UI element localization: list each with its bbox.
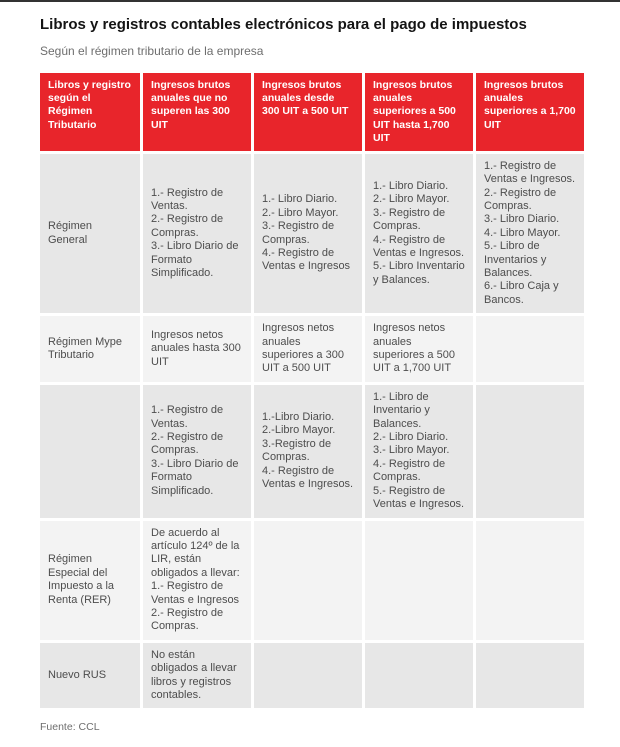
table-row-nuevo-rus: Nuevo RUS No están obligados a llevar li…	[40, 642, 584, 709]
table-cell: 1.- Registro de Ventas. 2.- Registro de …	[143, 384, 251, 518]
table-cell	[40, 384, 140, 518]
column-header-500-to-1700-uit: Ingresos brutos anuales superiores a 500…	[365, 73, 473, 151]
top-accent-bar	[0, 0, 620, 2]
table-cell: No están obligados a llevar libros y reg…	[143, 642, 251, 709]
column-header-regime: Libros y registro según el Régimen Tribu…	[40, 73, 140, 151]
table-row-regimen-mype-detail: 1.- Registro de Ventas. 2.- Registro de …	[40, 384, 584, 518]
table-header-row: Libros y registro según el Régimen Tribu…	[40, 73, 584, 151]
source-note: Fuente: CCL	[40, 721, 100, 734]
table-cell: Régimen Especial del Impuesto a la Renta…	[40, 520, 140, 640]
table-cell: Ingresos netos anuales superiores a 500 …	[365, 316, 473, 382]
table-row-regimen-rer: Régimen Especial del Impuesto a la Renta…	[40, 520, 584, 640]
column-header-300-to-500-uit: Ingresos brutos anuales desde 300 UIT a …	[254, 73, 362, 151]
table-cell	[365, 642, 473, 709]
table-cell	[254, 642, 362, 709]
tax-regimes-table: Libros y registro según el Régimen Tribu…	[37, 70, 587, 711]
table-row-regimen-general: Régimen General 1.- Registro de Ventas. …	[40, 153, 584, 314]
table-cell: De acuerdo al artículo 124º de la LIR, e…	[143, 520, 251, 640]
table-cell: 1.- Registro de Ventas e Ingresos. 2.- R…	[476, 153, 584, 314]
table-cell	[476, 384, 584, 518]
table-cell	[476, 642, 584, 709]
column-header-over-1700-uit: Ingresos brutos anuales superiores a 1,7…	[476, 73, 584, 151]
table-cell: Nuevo RUS	[40, 642, 140, 709]
table-cell	[254, 520, 362, 640]
table-cell: 1.- Libro Diario. 2.- Libro Mayor. 3.- R…	[365, 153, 473, 314]
column-header-up-to-300-uit: Ingresos brutos anuales que no superen l…	[143, 73, 251, 151]
table-cell	[476, 316, 584, 382]
page-title: Libros y registros contables electrónico…	[40, 16, 527, 33]
table-cell	[365, 520, 473, 640]
table-cell	[476, 520, 584, 640]
page-subtitle: Según el régimen tributario de la empres…	[40, 43, 264, 58]
table-cell: Régimen General	[40, 153, 140, 314]
table-row-regimen-mype: Régimen Mype Tributario Ingresos netos a…	[40, 316, 584, 382]
table-cell: 1.-Libro Diario. 2.-Libro Mayor. 3.-Regi…	[254, 384, 362, 518]
table-cell: 1.- Libro Diario. 2.- Libro Mayor. 3.- R…	[254, 153, 362, 314]
table-cell: Ingresos netos anuales superiores a 300 …	[254, 316, 362, 382]
table-cell: 1.- Registro de Ventas. 2.- Registro de …	[143, 153, 251, 314]
table-cell: Ingresos netos anuales hasta 300 UIT	[143, 316, 251, 382]
table-cell: 1.- Libro de Inventario y Balances. 2.- …	[365, 384, 473, 518]
table-cell: Régimen Mype Tributario	[40, 316, 140, 382]
